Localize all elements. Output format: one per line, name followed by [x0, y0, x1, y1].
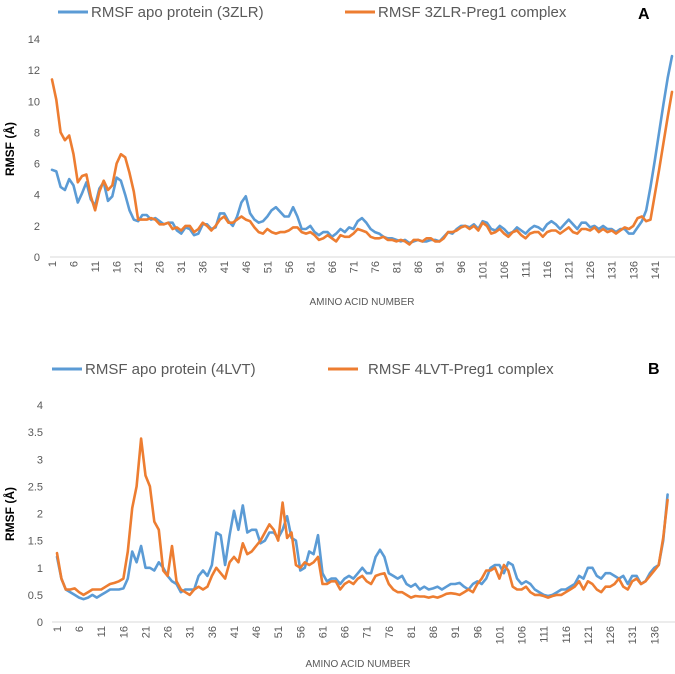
x-tick-b: 36 [207, 626, 219, 638]
x-tick-b: 41 [229, 626, 241, 638]
y-tick-b: 0.5 [28, 590, 43, 602]
x-tick-b: 131 [627, 626, 639, 644]
x-tick-b: 71 [362, 626, 374, 638]
series-line-a-complex [50, 78, 674, 246]
x-tick-b: 76 [384, 626, 396, 638]
panel-letter-b: B [648, 361, 660, 378]
series-a [50, 54, 674, 246]
y-tick-a: 8 [34, 127, 40, 139]
y-tick-a: 12 [28, 65, 40, 77]
x-tick-a: 101 [478, 261, 490, 279]
x-tick-a: 21 [133, 261, 145, 273]
x-tick-b: 136 [649, 626, 661, 644]
panel-letter-a: A [638, 6, 650, 23]
y-tick-b: 0 [37, 617, 43, 629]
panel-b: RMSF apo protein (4LVT) RMSF 4LVT-Preg1 … [2, 361, 675, 670]
legend-label-apo-4lvt: RMSF apo protein (4LVT) [85, 361, 256, 378]
x-tick-a: 71 [348, 261, 360, 273]
panel-a: RMSF apo protein (3ZLR) RMSF 3ZLR-Preg1 … [2, 4, 675, 308]
x-tick-a: 106 [499, 261, 511, 279]
x-tick-a: 61 [305, 261, 317, 273]
x-tick-a: 76 [370, 261, 382, 273]
x-axis-label-a: AMINO ACID NUMBER [309, 297, 414, 308]
legend-label-complex-3zlr: RMSF 3ZLR-Preg1 complex [378, 4, 567, 21]
x-tick-a: 36 [198, 261, 210, 273]
x-tick-a: 141 [650, 261, 662, 279]
x-tick-b: 86 [428, 626, 440, 638]
x-tick-b: 91 [450, 626, 462, 638]
x-tick-b: 81 [406, 626, 418, 638]
x-tick-b: 6 [74, 626, 86, 632]
x-tick-b: 111 [539, 626, 551, 643]
x-tick-b: 46 [251, 626, 263, 638]
x-tick-a: 86 [413, 261, 425, 273]
legend-a: RMSF apo protein (3ZLR) RMSF 3ZLR-Preg1 … [58, 4, 567, 21]
x-tick-b: 106 [517, 626, 529, 644]
x-tick-b: 116 [561, 626, 573, 644]
y-tick-a: 2 [34, 221, 40, 233]
x-tick-a: 51 [262, 261, 274, 273]
x-tick-b: 26 [163, 626, 175, 638]
x-tick-b: 16 [118, 626, 130, 638]
x-tick-b: 101 [494, 626, 506, 644]
x-tick-a: 26 [155, 261, 167, 273]
x-tick-a: 126 [585, 261, 597, 279]
legend-label-complex-4lvt: RMSF 4LVT-Preg1 complex [368, 361, 554, 378]
y-ticks-b: 0 0.5 1 1.5 2 2.5 3 3.5 4 [28, 400, 43, 629]
x-tick-a: 136 [628, 261, 640, 279]
series-b [55, 437, 669, 601]
legend-b: RMSF apo protein (4LVT) RMSF 4LVT-Preg1 … [52, 361, 554, 378]
y-tick-b: 2 [37, 509, 43, 521]
x-tick-a: 56 [284, 261, 296, 273]
x-tick-a: 91 [435, 261, 447, 273]
x-tick-a: 46 [241, 261, 253, 273]
series-line-b-apo [55, 493, 669, 601]
y-tick-a: 14 [28, 34, 40, 46]
x-tick-a: 131 [607, 261, 619, 279]
x-tick-b: 21 [140, 626, 152, 638]
x-ticks-b: 1 6 11 16 21 26 31 36 41 46 51 56 61 66 71 76 81 86 91 96 10… [52, 626, 661, 644]
x-tick-a: 96 [456, 261, 468, 273]
x-tick-b: 51 [273, 626, 285, 638]
x-tick-b: 31 [185, 626, 197, 638]
x-tick-b: 1 [52, 626, 64, 632]
y-tick-b: 3 [37, 454, 43, 466]
x-tick-a: 41 [219, 261, 231, 273]
x-tick-b: 121 [583, 626, 595, 644]
x-tick-b: 61 [317, 626, 329, 638]
x-tick-a: 16 [112, 261, 124, 273]
y-axis-label-a: RMSF (Å) [2, 122, 17, 176]
y-axis-label-b: RMSF (Å) [2, 487, 17, 541]
y-tick-b: 1.5 [28, 536, 43, 548]
x-tick-a: 81 [391, 261, 403, 273]
y-tick-a: 6 [34, 159, 40, 171]
x-ticks-a: 1 6 11 16 21 26 31 36 41 46 51 56 61 66 71 76 81 86 91 96 10… [47, 261, 662, 279]
x-tick-b: 66 [340, 626, 352, 638]
x-tick-a: 66 [327, 261, 339, 273]
series-line-a-apo [50, 54, 674, 245]
x-tick-b: 11 [96, 626, 108, 637]
y-tick-b: 3.5 [28, 427, 43, 439]
x-tick-a: 1 [47, 261, 59, 267]
y-tick-a: 0 [34, 252, 40, 264]
y-tick-a: 4 [34, 190, 40, 202]
x-tick-a: 31 [176, 261, 188, 273]
y-tick-a: 10 [28, 96, 40, 108]
x-tick-b: 126 [605, 626, 617, 644]
x-tick-a: 6 [69, 261, 81, 267]
x-tick-a: 121 [564, 261, 576, 279]
y-tick-b: 4 [37, 400, 43, 412]
x-tick-a: 111 [521, 261, 533, 278]
y-tick-b: 2.5 [28, 481, 43, 493]
x-tick-b: 96 [472, 626, 484, 638]
x-tick-a: 116 [542, 261, 554, 279]
y-ticks-a: 0 2 4 6 8 10 12 14 [28, 34, 40, 264]
legend-label-apo-3zlr: RMSF apo protein (3ZLR) [91, 4, 264, 21]
series-line-b-complex [55, 437, 669, 599]
x-tick-b: 56 [295, 626, 307, 638]
x-axis-label-b: AMINO ACID NUMBER [305, 659, 410, 670]
y-tick-b: 1 [37, 563, 43, 575]
x-tick-a: 11 [90, 261, 102, 272]
